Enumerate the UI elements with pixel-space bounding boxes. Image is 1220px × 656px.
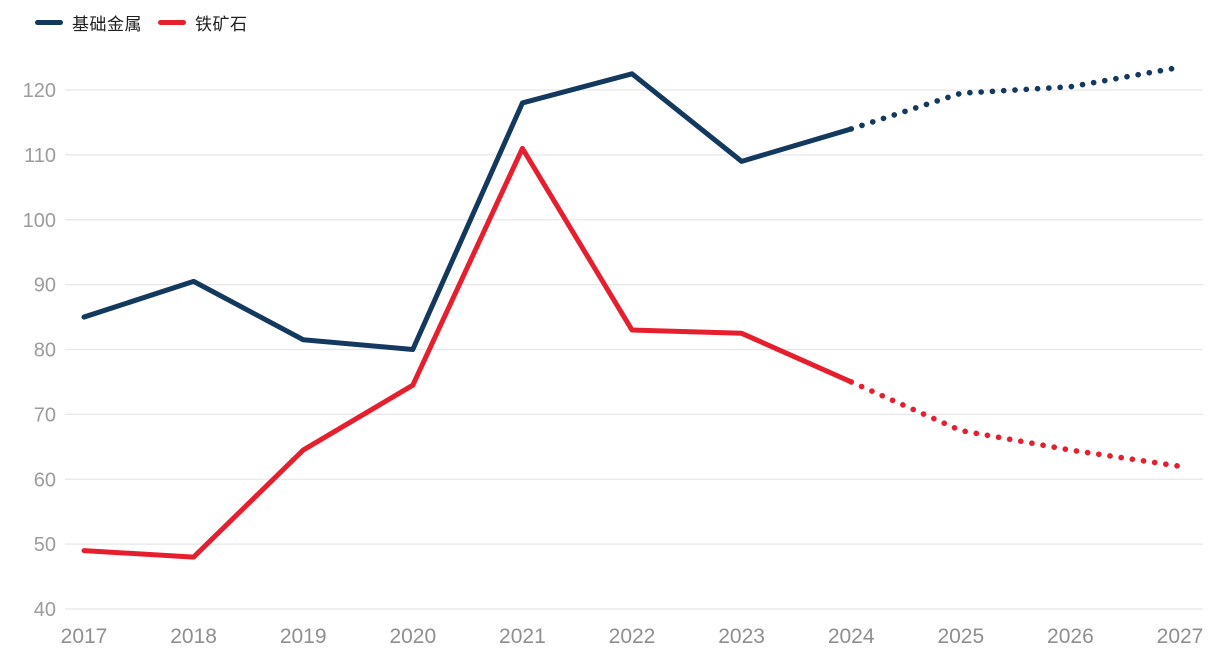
x-tick-label-2025: 2025 [937, 625, 984, 648]
legend-swatch-base-metals [35, 19, 63, 25]
y-tick-label-70: 70 [34, 404, 56, 426]
y-tick-label-120: 120 [23, 80, 56, 102]
y-tick-label-110: 110 [24, 145, 56, 167]
x-tick-label-2020: 2020 [389, 625, 436, 648]
x-tick-label-2027: 2027 [1157, 625, 1204, 648]
x-tick-label-2018: 2018 [170, 625, 217, 648]
legend-label-base-metals: 基础金属 [72, 14, 142, 34]
y-tick-label-80: 80 [34, 340, 56, 362]
y-tick-label-100: 100 [23, 210, 56, 232]
series-1-solid-line [81, 145, 854, 560]
x-tick-label-2024: 2024 [828, 625, 875, 648]
legend-item-iron-ore: 铁矿石 [158, 10, 248, 34]
x-tick-label-2019: 2019 [280, 625, 327, 648]
series-0-solid-line [81, 71, 854, 352]
legend-item-base-metals: 基础金属 [35, 10, 142, 34]
x-tick-label-2017: 2017 [61, 625, 108, 648]
x-tick-label-2022: 2022 [609, 625, 656, 648]
x-tick-label-2026: 2026 [1047, 625, 1094, 648]
legend: 基础金属 铁矿石 [35, 10, 248, 34]
series-0-forecast-dotted-line [848, 64, 1183, 132]
y-tick-label-60: 60 [34, 469, 56, 491]
x-tick-label-2021: 2021 [499, 625, 546, 648]
x-tick-label-2023: 2023 [718, 625, 765, 648]
legend-swatch-iron-ore [158, 19, 186, 25]
y-tick-label-40: 40 [34, 599, 56, 621]
y-tick-label-50: 50 [34, 534, 56, 556]
series-1-forecast-dotted-line [848, 379, 1183, 470]
legend-label-iron-ore: 铁矿石 [195, 14, 248, 34]
y-tick-label-90: 90 [34, 275, 56, 297]
